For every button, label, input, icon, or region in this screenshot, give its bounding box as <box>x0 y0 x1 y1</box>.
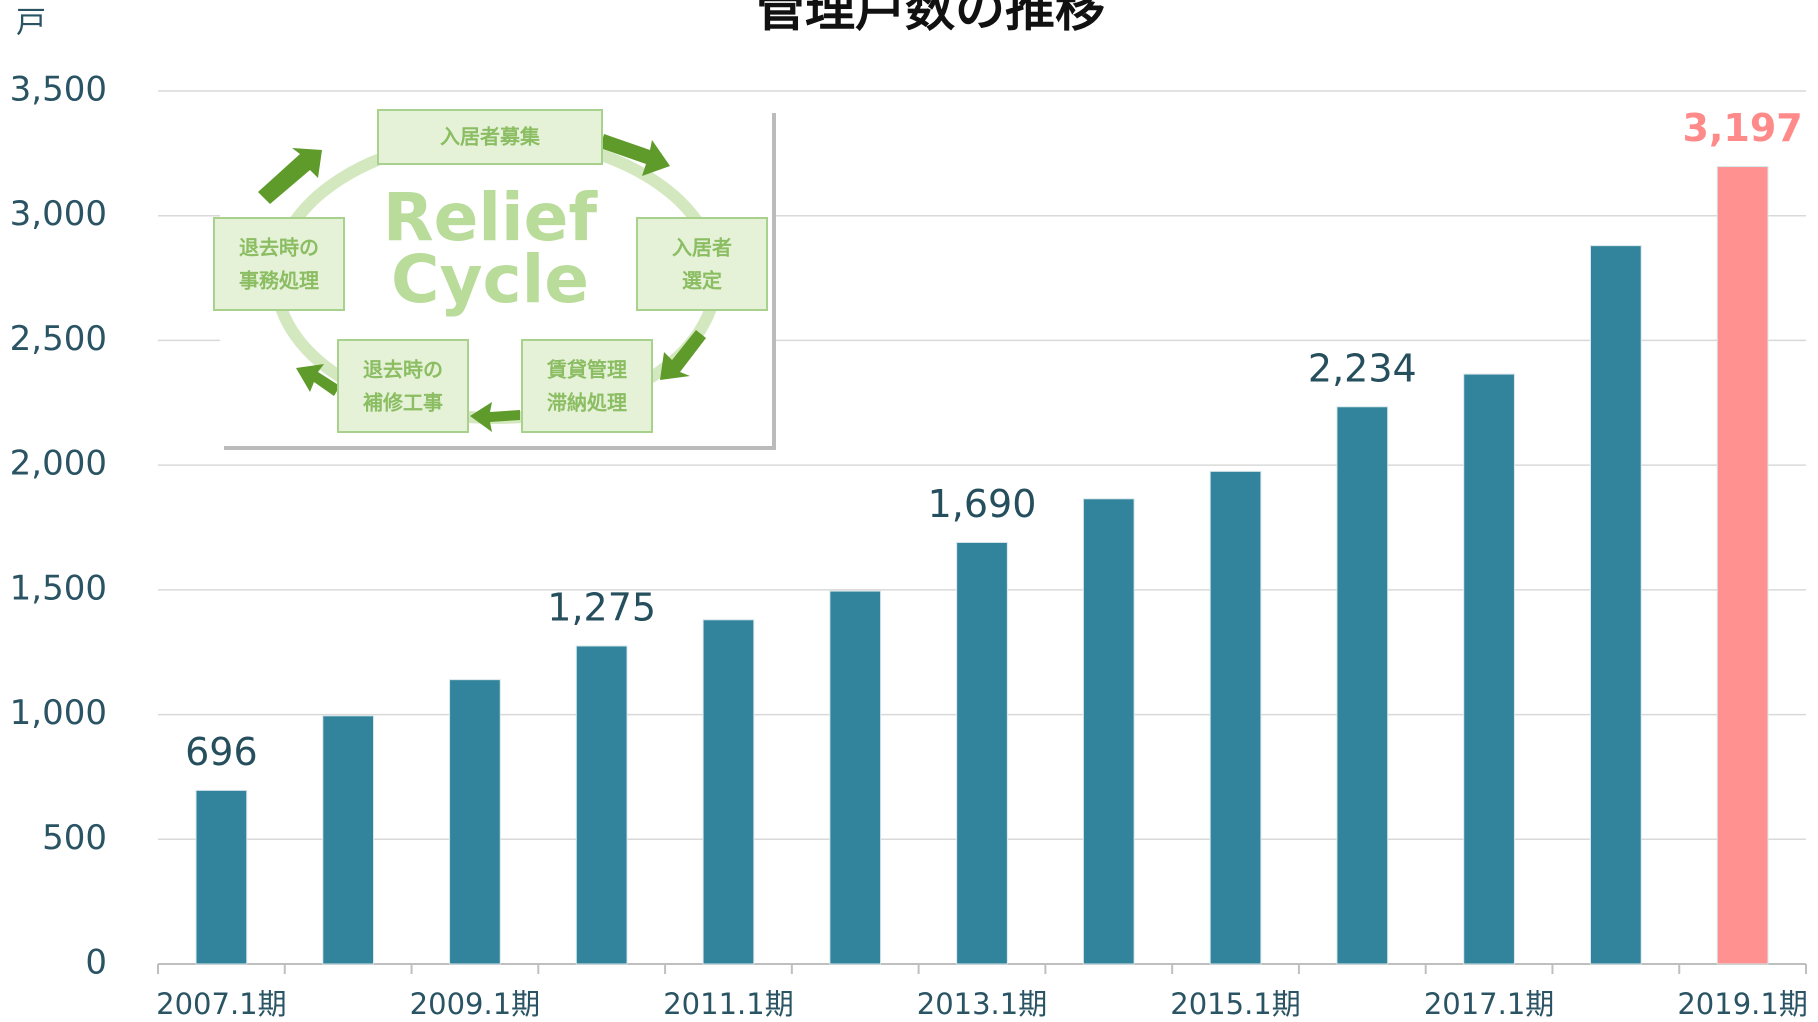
value-label: 1,690 <box>928 482 1037 526</box>
bar <box>1210 471 1261 964</box>
y-tick-label: 3,000 <box>10 194 107 234</box>
inset-box-text: 退去時の <box>239 236 319 260</box>
value-label: 696 <box>185 730 258 774</box>
inset-box-text: 補修工事 <box>362 391 443 415</box>
inset-box-text: 入居者募集 <box>440 125 541 149</box>
y-tick-label: 500 <box>42 818 107 858</box>
y-unit: 戸 <box>16 6 46 41</box>
inset-box <box>522 340 652 432</box>
inset-box <box>637 218 767 310</box>
y-tick-label: 0 <box>85 943 107 983</box>
inset-box <box>214 218 344 310</box>
x-tick-label: 2009.1期 <box>410 987 540 1021</box>
bar <box>1083 499 1134 964</box>
y-tick-label: 3,500 <box>10 70 107 110</box>
x-tick-label: 2011.1期 <box>663 987 793 1021</box>
inset-box-text: 滞納処理 <box>547 391 627 415</box>
x-tick-label: 2019.1期 <box>1677 987 1807 1021</box>
y-tick-label: 1,000 <box>10 693 107 733</box>
x-tick-label: 2007.1期 <box>156 987 286 1021</box>
bar <box>957 542 1008 964</box>
chart: 管理戸数の推移 戸 0 500 1,000 1,500 2,000 2,500 3,000 3… <box>0 0 1818 1022</box>
y-tick-label: 1,500 <box>10 568 107 608</box>
bar <box>703 620 754 964</box>
x-tick-label: 2013.1期 <box>917 987 1047 1021</box>
bar <box>830 591 881 964</box>
inset-box-text: 選定 <box>682 269 722 293</box>
bar <box>450 680 501 964</box>
inset-box-text: 賃貸管理 <box>546 358 627 382</box>
bar <box>1590 246 1641 964</box>
bar <box>1464 374 1515 964</box>
bar <box>196 790 247 964</box>
x-tick-label: 2017.1期 <box>1424 987 1554 1021</box>
inset-box-text: 退去時の <box>363 358 443 382</box>
inset-box <box>338 340 468 432</box>
value-label: 2,234 <box>1308 346 1417 390</box>
value-label: 3,197 <box>1683 106 1803 150</box>
y-tick-label: 2,000 <box>10 444 107 484</box>
chart-title: 管理戸数の推移 <box>755 0 1105 38</box>
inset-box-text: 入居者 <box>672 236 732 260</box>
inset-title: Cycle <box>391 241 589 318</box>
bar <box>1337 407 1388 964</box>
inset-diagram: Relief Cycle 入居者募集 入居者 選定 賃貸管理 滞納処理 退去時の… <box>214 109 776 450</box>
bar <box>576 646 627 964</box>
bar <box>323 716 374 964</box>
value-label: 1,275 <box>547 585 656 629</box>
x-tick-label: 2015.1期 <box>1170 987 1300 1021</box>
bar <box>1717 167 1768 964</box>
inset-box-text: 事務処理 <box>239 269 319 293</box>
y-tick-label: 2,500 <box>10 319 107 359</box>
